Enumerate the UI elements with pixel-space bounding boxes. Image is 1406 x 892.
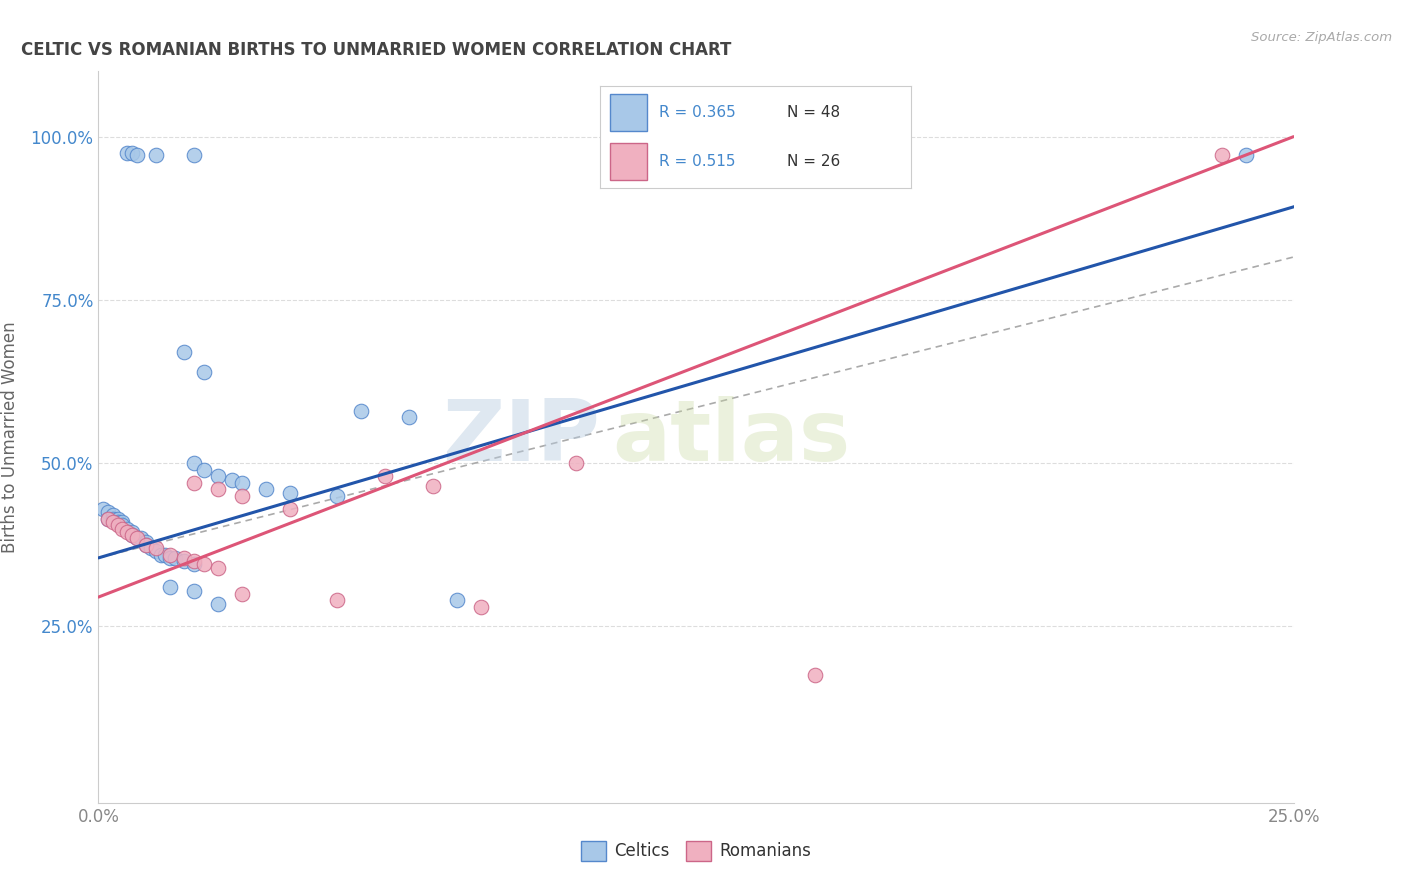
Point [207,483,229,497]
Point [97,505,120,519]
Point [145,544,167,558]
Point [446,593,468,607]
Point [111,521,134,535]
Point [159,550,181,565]
Text: CELTIC VS ROMANIAN BIRTHS TO UNMARRIED WOMEN CORRELATION CHART: CELTIC VS ROMANIAN BIRTHS TO UNMARRIED W… [21,41,731,59]
Point [231,475,253,490]
Point [121,528,143,542]
Point [207,469,229,483]
Point [1234,148,1257,162]
Point [101,512,124,526]
Point [374,469,396,483]
Point [107,512,129,526]
Point [193,558,215,572]
Point [159,580,181,594]
Point [207,597,229,611]
Point [97,512,120,526]
Point [183,148,205,162]
Point [159,548,181,562]
Point [115,146,138,161]
Point [131,531,153,545]
Point [183,456,205,470]
Point [804,668,827,682]
Point [326,489,349,503]
Point [278,485,301,500]
Point [470,599,492,614]
Text: atlas: atlas [612,395,851,479]
Point [193,365,215,379]
Point [221,473,243,487]
Point [183,554,205,568]
Point [111,518,134,533]
Point [101,515,124,529]
Point [183,583,205,598]
Point [155,548,177,562]
Point [101,508,124,523]
Point [145,148,167,162]
Point [183,475,205,490]
Point [97,512,120,526]
Point [125,531,148,545]
Point [326,593,349,607]
Point [422,479,444,493]
Point [135,534,157,549]
Point [115,524,138,539]
Point [565,456,588,470]
Point [121,528,143,542]
Y-axis label: Births to Unmarried Women: Births to Unmarried Women [1,321,20,553]
Point [125,531,148,545]
Point [135,538,157,552]
Point [121,524,143,539]
Point [145,541,167,555]
Point [231,587,253,601]
Text: Source: ZipAtlas.com: Source: ZipAtlas.com [1251,31,1392,45]
Point [193,463,215,477]
Point [398,410,420,425]
Point [111,515,134,529]
Legend: Celtics, Romanians: Celtics, Romanians [574,834,818,868]
Point [107,518,129,533]
Point [107,515,129,529]
Point [91,502,114,516]
Point [173,345,195,359]
Point [115,521,138,535]
Point [149,548,172,562]
Point [173,550,195,565]
Point [139,541,162,555]
Point [135,538,157,552]
Point [183,558,205,572]
Point [254,483,277,497]
Point [1211,148,1233,162]
Point [350,404,373,418]
Point [173,554,195,568]
Point [121,146,143,161]
Point [125,148,148,162]
Point [207,560,229,574]
Point [163,550,186,565]
Text: ZIP: ZIP [443,395,600,479]
Point [231,489,253,503]
Point [278,502,301,516]
